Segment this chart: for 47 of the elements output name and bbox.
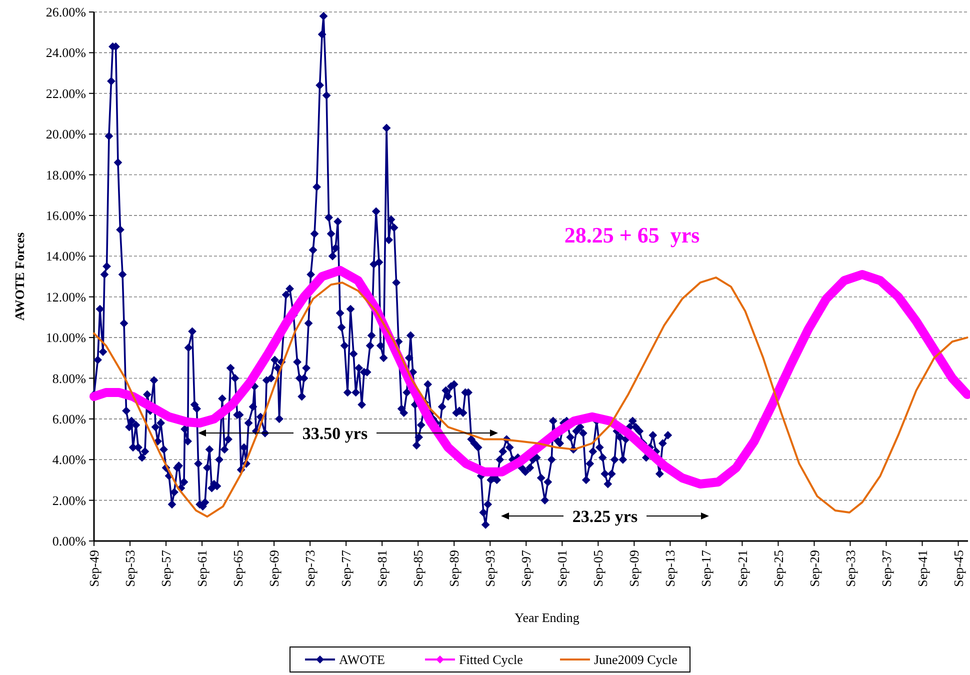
x-tick-label: Sep-37 xyxy=(878,550,894,587)
x-tick-label: Sep-77 xyxy=(338,550,354,587)
legend-label: June2009 Cycle xyxy=(594,652,678,668)
y-tick-label: 14.00% xyxy=(46,248,86,264)
annotation: 23.25 yrs xyxy=(572,506,638,526)
x-tick-label: Sep-89 xyxy=(446,550,462,587)
x-tick-label: Sep-13 xyxy=(662,550,678,587)
y-tick-label: 10.00% xyxy=(46,330,86,346)
x-tick-label: Sep-65 xyxy=(230,550,246,587)
y-tick-label: 26.00% xyxy=(46,4,86,20)
x-tick-label: Sep-45 xyxy=(950,550,966,587)
x-tick-label: Sep-73 xyxy=(302,550,318,587)
y-tick-label: 12.00% xyxy=(46,289,86,304)
x-tick-label: Sep-81 xyxy=(374,550,390,587)
x-tick-label: Sep-97 xyxy=(518,550,534,587)
x-tick-label: Sep-93 xyxy=(482,550,498,587)
y-tick-label: 4.00% xyxy=(52,452,86,468)
x-tick-label: Sep-49 xyxy=(86,550,102,587)
y-tick-label: 6.00% xyxy=(52,411,86,426)
x-tick-label: Sep-85 xyxy=(410,550,426,587)
y-tick-label: 18.00% xyxy=(46,167,86,182)
x-tick-label: Sep-53 xyxy=(122,550,138,587)
x-tick-label: Sep-61 xyxy=(194,550,210,587)
x-tick-label: Sep-25 xyxy=(770,550,786,587)
y-tick-label: 24.00% xyxy=(46,45,86,60)
x-axis-title: Year Ending xyxy=(514,610,580,625)
y-tick-label: 2.00% xyxy=(52,492,86,508)
x-tick-label: Sep-69 xyxy=(266,550,282,587)
x-tick-label: Sep-21 xyxy=(734,550,750,587)
x-tick-label: Sep-09 xyxy=(626,550,642,587)
y-tick-label: 22.00% xyxy=(46,86,86,101)
legend-label: AWOTE xyxy=(339,652,385,668)
legend-label: Fitted Cycle xyxy=(459,652,524,668)
x-tick-label: Sep-41 xyxy=(914,550,930,587)
x-tick-label: Sep-17 xyxy=(698,550,714,587)
x-tick-label: Sep-57 xyxy=(158,550,174,587)
y-axis-title: AWOTE Forces xyxy=(12,232,27,321)
x-tick-label: Sep-01 xyxy=(554,550,570,587)
annotation: 33.50 yrs xyxy=(302,424,368,443)
annotation: 28.25 + 65 yrs xyxy=(564,222,700,248)
x-tick-label: Sep-29 xyxy=(806,550,822,587)
y-tick-label: 16.00% xyxy=(46,208,86,224)
x-tick-label: Sep-33 xyxy=(842,550,858,587)
y-tick-label: 0.00% xyxy=(52,534,86,549)
y-tick-label: 8.00% xyxy=(52,370,86,386)
x-tick-label: Sep-05 xyxy=(590,550,606,587)
y-tick-label: 20.00% xyxy=(46,126,86,142)
